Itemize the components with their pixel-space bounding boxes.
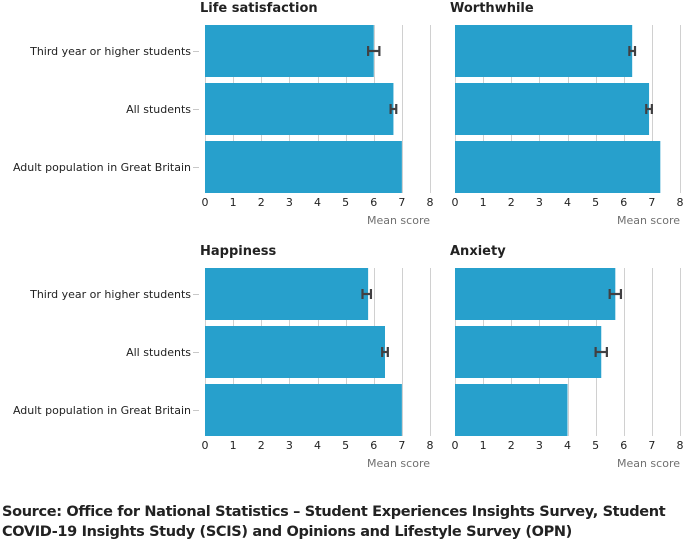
x-tick-label-life-satisfaction-7: 7	[398, 196, 405, 209]
x-tick-label-life-satisfaction-2: 2	[258, 196, 265, 209]
x-tick-label-anxiety-3: 3	[536, 439, 543, 452]
x-axis-title-happiness: Mean score	[367, 457, 430, 470]
x-tick-label-worthwhile-5: 5	[592, 196, 599, 209]
x-tick-label-happiness-0: 0	[202, 439, 209, 452]
panel-title-worthwhile: Worthwhile	[450, 1, 534, 16]
x-tick-label-worthwhile-3: 3	[536, 196, 543, 209]
x-tick-label-happiness-3: 3	[286, 439, 293, 452]
x-tick-label-happiness-5: 5	[342, 439, 349, 452]
x-tick-label-anxiety-1: 1	[480, 439, 487, 452]
bar-worthwhile-adult-population-in-great-britain	[455, 141, 661, 193]
x-tick-label-happiness-7: 7	[398, 439, 405, 452]
x-axis-title-life-satisfaction: Mean score	[367, 214, 430, 227]
error-bar-worthwhile-all-students	[645, 104, 653, 114]
x-tick-label-life-satisfaction-3: 3	[286, 196, 293, 209]
x-tick-label-worthwhile-6: 6	[620, 196, 627, 209]
error-bar-worthwhile-third-year-or-higher-students	[628, 46, 637, 56]
bar-life-satisfaction-adult-population-in-great-britain	[205, 141, 402, 193]
x-tick-label-happiness-8: 8	[427, 439, 434, 452]
category-label-adult-population-in-great-britain: Adult population in Great Britain	[13, 161, 191, 174]
bar-life-satisfaction-third-year-or-higher-students	[205, 25, 374, 77]
error-bar-anxiety-third-year-or-higher-students	[608, 289, 623, 299]
error-bar-life-satisfaction-all-students	[389, 104, 398, 114]
x-tick-label-worthwhile-2: 2	[508, 196, 515, 209]
x-tick-label-anxiety-7: 7	[648, 439, 655, 452]
bar-anxiety-third-year-or-higher-students	[455, 268, 616, 320]
x-axis-title-worthwhile: Mean score	[617, 214, 680, 227]
category-label-all-students: All students	[126, 346, 191, 359]
x-tick-label-worthwhile-7: 7	[648, 196, 655, 209]
x-tick-label-worthwhile-8: 8	[677, 196, 684, 209]
panel-title-happiness: Happiness	[200, 244, 277, 259]
panel-title-life-satisfaction: Life satisfaction	[200, 1, 318, 16]
panel-title-anxiety: Anxiety	[450, 244, 506, 259]
x-tick-label-life-satisfaction-4: 4	[314, 196, 321, 209]
x-tick-label-happiness-2: 2	[258, 439, 265, 452]
small-multiples-chart: Life satisfaction Third year or higher st…	[13, 1, 684, 470]
bar-anxiety-all-students	[455, 326, 602, 378]
source-note: Source: Office for National Statistics –…	[2, 504, 666, 540]
x-tick-label-anxiety-0: 0	[452, 439, 459, 452]
category-label-adult-population-in-great-britain: Adult population in Great Britain	[13, 404, 191, 417]
category-label-all-students: All students	[126, 103, 191, 116]
bar-happiness-all-students	[205, 326, 385, 378]
bar-life-satisfaction-all-students	[205, 83, 394, 135]
error-bar-happiness-all-students	[381, 347, 389, 357]
x-tick-label-anxiety-4: 4	[564, 439, 571, 452]
bar-anxiety-adult-population-in-great-britain	[455, 384, 568, 436]
x-tick-label-happiness-1: 1	[230, 439, 237, 452]
x-tick-label-happiness-4: 4	[314, 439, 321, 452]
bar-worthwhile-third-year-or-higher-students	[455, 25, 633, 77]
bar-happiness-adult-population-in-great-britain	[205, 384, 402, 436]
category-label-third-year-or-higher-students: Third year or higher students	[29, 288, 191, 301]
x-tick-label-life-satisfaction-5: 5	[342, 196, 349, 209]
x-tick-label-anxiety-5: 5	[592, 439, 599, 452]
x-tick-label-anxiety-6: 6	[620, 439, 627, 452]
x-tick-label-anxiety-2: 2	[508, 439, 515, 452]
error-bar-anxiety-all-students	[594, 347, 608, 357]
bar-happiness-third-year-or-higher-students	[205, 268, 369, 320]
x-tick-label-worthwhile-0: 0	[452, 196, 459, 209]
x-tick-label-life-satisfaction-0: 0	[202, 196, 209, 209]
x-tick-label-life-satisfaction-8: 8	[427, 196, 434, 209]
x-tick-label-life-satisfaction-6: 6	[370, 196, 377, 209]
x-tick-label-worthwhile-4: 4	[564, 196, 571, 209]
error-bar-life-satisfaction-third-year-or-higher-students	[367, 46, 381, 56]
category-label-third-year-or-higher-students: Third year or higher students	[29, 45, 191, 58]
x-tick-label-happiness-6: 6	[370, 439, 377, 452]
x-tick-label-worthwhile-1: 1	[480, 196, 487, 209]
x-tick-label-life-satisfaction-1: 1	[230, 196, 237, 209]
bar-worthwhile-all-students	[455, 83, 650, 135]
x-axis-title-anxiety: Mean score	[617, 457, 680, 470]
x-tick-label-anxiety-8: 8	[677, 439, 684, 452]
error-bar-happiness-third-year-or-higher-students	[361, 289, 373, 299]
